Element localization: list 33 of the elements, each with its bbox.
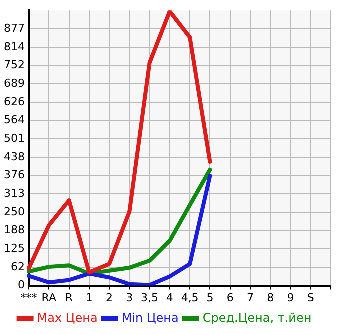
x-tick-label: R xyxy=(65,291,74,304)
y-tick-label: 626 xyxy=(4,95,25,108)
y-tick-label: 501 xyxy=(4,132,25,145)
x-tick-label: 3,5 xyxy=(141,291,159,304)
x-tick-label: S xyxy=(307,291,314,304)
y-tick-label: 250 xyxy=(4,205,25,218)
y-tick-label: 376 xyxy=(4,168,25,182)
y-tick-label: 62 xyxy=(10,260,25,274)
y-tick-label: 689 xyxy=(4,76,25,90)
y-tick-label: 125 xyxy=(4,242,25,256)
legend-label: Сред.Цена, т.йен xyxy=(202,311,312,326)
x-tick-label: 6 xyxy=(226,291,234,304)
legend-label: Max Цена xyxy=(37,311,98,326)
y-tick-label: 188 xyxy=(4,224,25,237)
x-tick-label: 4,5 xyxy=(181,291,199,304)
x-tick-label: 5 xyxy=(206,291,214,304)
y-tick-label: 752 xyxy=(4,58,25,72)
y-tick-label: 564 xyxy=(4,114,25,127)
y-tick-label: 877 xyxy=(4,22,25,35)
x-tick-label: 2 xyxy=(106,291,114,304)
x-tick-label: 7 xyxy=(246,291,254,304)
y-tick-label: 438 xyxy=(4,150,25,164)
x-tick-label: 3 xyxy=(126,291,134,304)
x-tick-label: *** xyxy=(20,291,38,304)
x-tick-label: RA xyxy=(42,291,57,304)
legend-label: Min Цена xyxy=(122,311,179,326)
y-tick-label: 814 xyxy=(4,40,25,54)
x-tick-label: 1 xyxy=(86,291,93,304)
y-tick-label: 313 xyxy=(4,187,25,200)
x-tick-label: 9 xyxy=(287,291,294,304)
x-tick-label: 4 xyxy=(166,291,174,304)
x-tick-label: 8 xyxy=(267,291,274,304)
y-tick-label: 0 xyxy=(18,278,25,292)
